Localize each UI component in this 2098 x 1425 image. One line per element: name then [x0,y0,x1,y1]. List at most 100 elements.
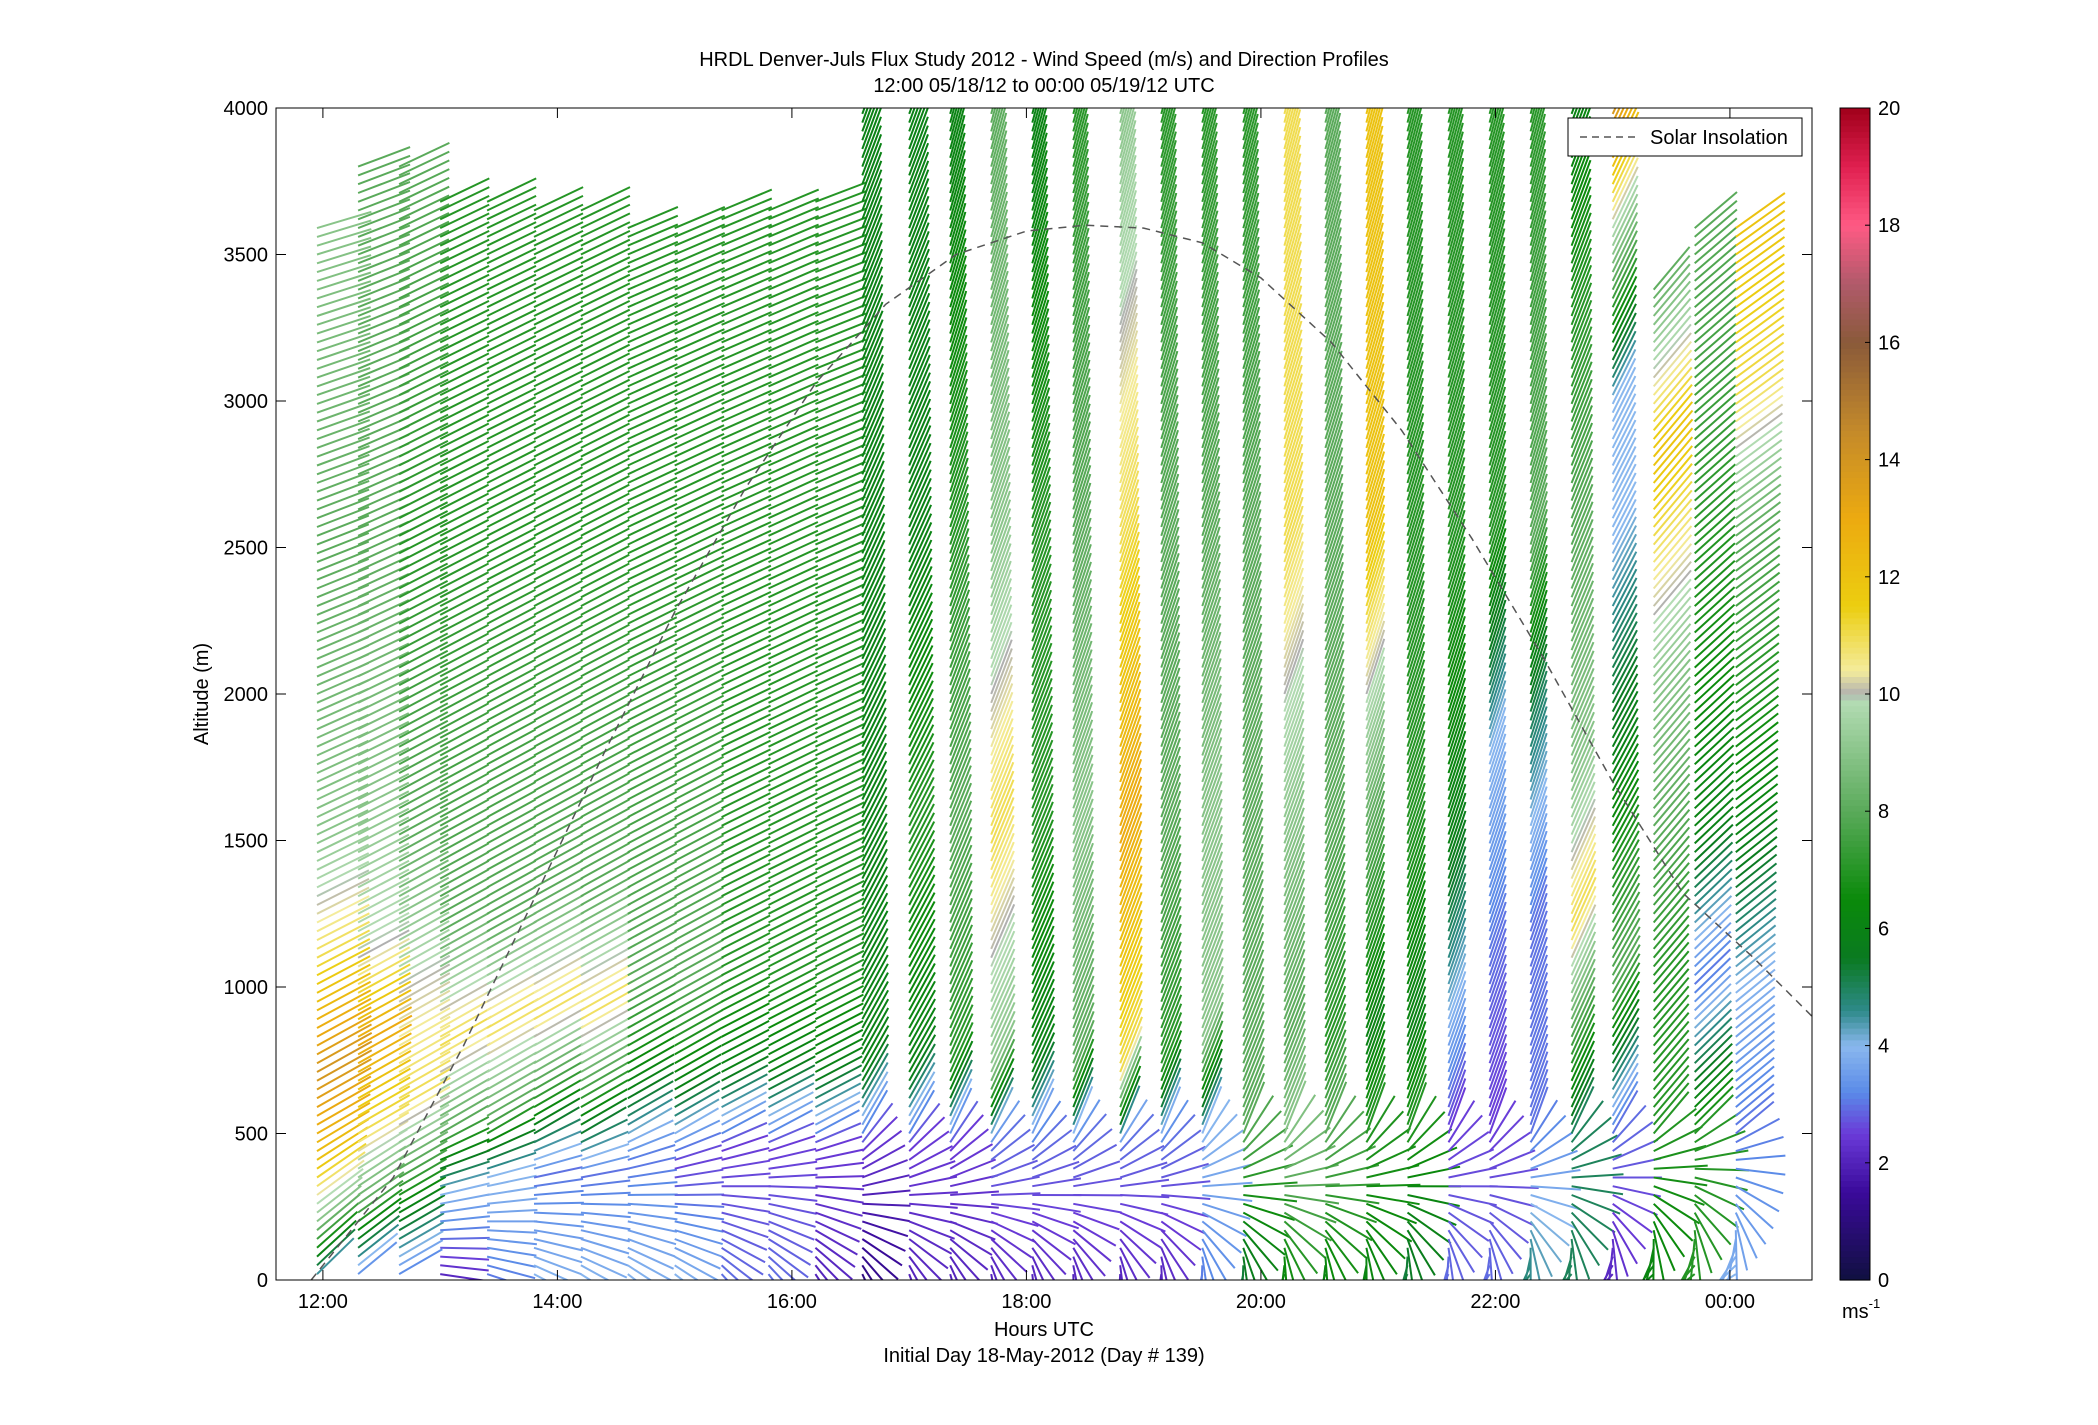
wind-barb [1406,888,1427,941]
wind-barb [1652,375,1693,423]
wind-barb [1119,803,1143,862]
wind-barb [768,582,819,608]
wind-barb [1694,797,1734,836]
wind-barb [357,1058,412,1091]
wind-barb [1160,879,1182,932]
wind-barb [316,895,370,924]
wind-barb [1160,473,1180,528]
wind-barb [1072,878,1095,932]
wind-barb [398,711,449,739]
wind-barb [1365,108,1384,167]
wind-barb [627,982,677,1012]
wind-barb [1694,630,1735,669]
wind-barb [721,783,771,810]
wind-barb [1570,1031,1596,1082]
wind-barb [1734,1230,1738,1280]
wind-barb [439,972,492,1003]
wind-barb [1652,809,1691,853]
wind-barb [1324,685,1345,739]
wind-barb [1031,1220,1076,1246]
wind-barb [580,1211,631,1219]
colorbar-segment [1840,330,1870,338]
wind-barb [814,915,865,941]
wind-barb [1324,870,1346,923]
wind-barb [486,658,537,687]
wind-barb [398,972,451,1003]
wind-barb [1570,203,1592,255]
wind-barb [1694,586,1736,625]
wind-barb [533,859,584,889]
wind-barb [1119,304,1138,361]
wind-barb [990,200,1009,255]
wind-barb [486,396,537,423]
wind-barb [1201,658,1222,712]
wind-barb [1242,342,1261,396]
wind-barb [580,807,630,836]
wind-barb [1283,364,1303,422]
wind-barb [721,695,772,722]
wind-barb [1447,1015,1467,1064]
wind-barb [1283,108,1292,132]
wind-barb [1406,527,1425,580]
wind-barb [440,1264,489,1272]
wind-barb [1653,1164,1708,1170]
wind-barb [815,460,866,484]
wind-barb [815,443,866,467]
wind-barb [316,1202,360,1240]
colorbar-segment [1840,1133,1870,1140]
wind-barb [1160,175,1178,229]
wind-barb [1529,688,1548,739]
wind-barb [1447,792,1467,844]
wind-barb [1324,826,1346,879]
wind-barb [486,711,537,739]
wind-barb [1406,977,1427,1029]
colorbar-segment [1840,248,1870,256]
wind-barb [990,753,1015,809]
wind-barb [721,608,772,634]
wind-barb [768,923,818,950]
wind-barb [1488,572,1507,624]
wind-barb [1242,148,1260,203]
wind-barb [1652,471,1693,519]
wind-barb [1653,1203,1694,1242]
colorbar-segment [1840,547,1870,554]
wind-barb [627,1071,675,1100]
wind-barb [1242,720,1263,774]
wind-barb [1652,323,1692,370]
wind-barb [1201,930,1224,985]
wind-barb [768,1134,816,1153]
wind-barb [1031,713,1054,765]
wind-barb [767,1264,784,1280]
colorbar-segment [1840,629,1870,636]
wind-barb [1324,552,1344,607]
wind-barb [908,521,933,572]
wind-barb [861,539,886,589]
wind-barb [439,422,490,449]
wind-barb [1693,1077,1734,1117]
wind-barb [1201,780,1223,835]
wind-barb [486,702,537,731]
wind-barb [1031,766,1054,818]
wind-barb [1031,308,1050,361]
wind-barb [1611,629,1638,677]
wind-barb [815,190,867,212]
wind-barb [533,650,583,678]
wind-barb [357,1197,402,1232]
wind-barb [1072,658,1093,712]
wind-barb [908,310,931,361]
colorbar-segment [1840,975,1870,982]
wind-barb [1365,160,1384,220]
wind-barb [1242,227,1260,282]
wind-barb [398,220,450,247]
legend-label-solar-insolation: Solar Insolation [1650,127,1788,149]
wind-barb [1119,654,1141,712]
wind-barb [533,501,583,528]
wind-barb [861,310,884,361]
colorbar-segment [1840,828,1870,836]
wind-barb [1488,795,1507,844]
wind-barb [439,247,490,273]
wind-barb [1529,175,1547,229]
wind-barb [1242,597,1263,651]
wind-barb [1119,444,1140,501]
wind-barb [1160,737,1181,792]
